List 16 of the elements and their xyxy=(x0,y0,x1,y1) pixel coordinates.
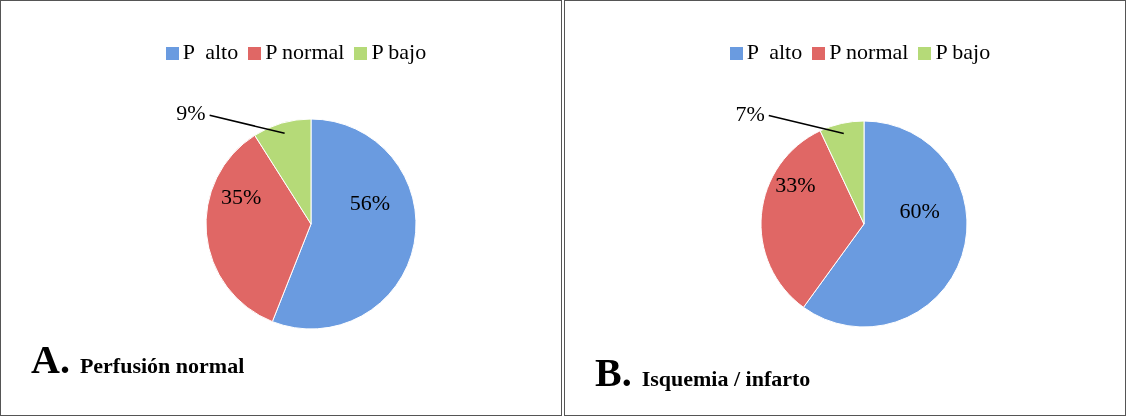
legend-label: P alto xyxy=(746,39,803,64)
data-label: 35% xyxy=(221,184,262,210)
text: Perfusión normal xyxy=(79,353,245,378)
legend-label: P alto xyxy=(182,39,239,64)
data-label: 56% xyxy=(349,190,391,216)
legend-label: P normal xyxy=(829,39,909,64)
legend-label: P bajo xyxy=(371,39,427,64)
data-label: 7% xyxy=(735,100,765,126)
text: A. xyxy=(31,337,70,382)
legend-label: P bajo xyxy=(935,39,991,64)
text: Isquemia / infarto xyxy=(641,366,811,391)
text: B. xyxy=(595,350,632,395)
data-label: 9% xyxy=(176,100,206,126)
data-label: 60% xyxy=(899,197,940,223)
data-label: 33% xyxy=(775,172,816,198)
legend-label: P normal xyxy=(265,39,345,64)
